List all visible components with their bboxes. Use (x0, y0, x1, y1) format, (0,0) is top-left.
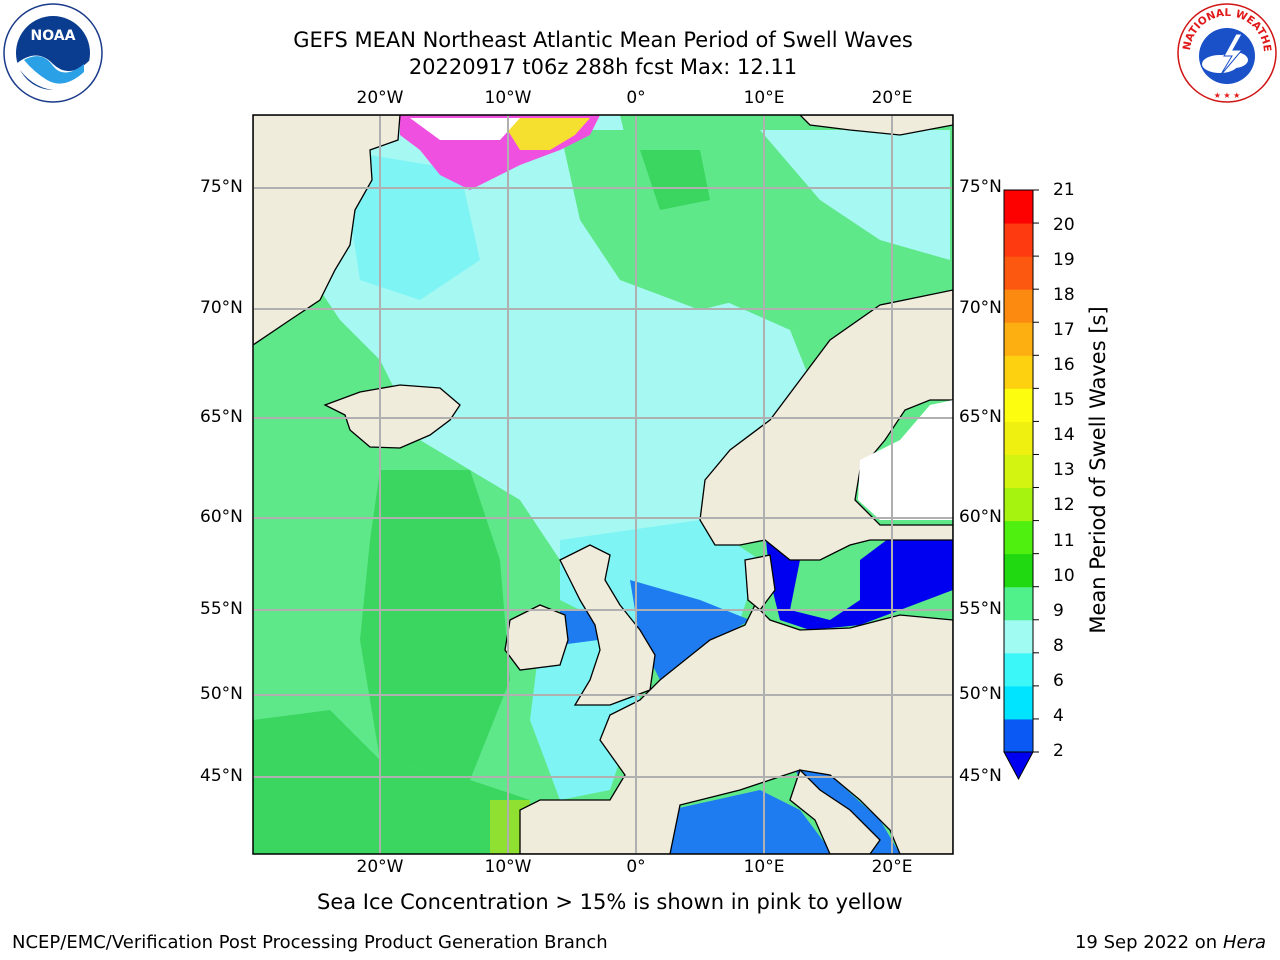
lat-label-left: 45°N (200, 766, 243, 786)
colorbar-tick-label: 19 (1053, 250, 1075, 270)
colorbar-swatch (1004, 718, 1033, 753)
colorbar-tick-label: 10 (1053, 566, 1075, 586)
nws-logo: NATIONAL WEATHER SERVICE ★ ★ ★ (1176, 2, 1277, 103)
swell-field-10-11s-north (640, 150, 710, 210)
colorbar-swatch (1004, 289, 1033, 323)
lon-label-bottom: 10°W (484, 857, 532, 877)
lat-label-right: 65°N (959, 407, 1002, 427)
swell-field-10-11s-south (253, 710, 530, 854)
colorbar-tick-label: 12 (1053, 495, 1075, 515)
svg-text:★ ★ ★: ★ ★ ★ (1214, 91, 1241, 100)
greenland (253, 115, 401, 346)
denmark (744, 554, 776, 611)
colorbar-tick-label: 4 (1053, 706, 1064, 726)
great-britain (559, 544, 656, 706)
colorbar-swatch (1004, 454, 1033, 489)
continental-europe (519, 603, 953, 854)
graticule (253, 115, 953, 854)
footer-date: 19 Sep 2022 on Hera (1075, 932, 1266, 953)
lat-label-right: 50°N (959, 684, 1002, 704)
lat-label-left: 60°N (200, 507, 243, 527)
lon-label-top: 0° (626, 88, 646, 108)
barents-light (760, 130, 950, 260)
chart-title: GEFS MEAN Northeast Atlantic Mean Period… (293, 28, 913, 52)
colorbar-swatch (1004, 322, 1033, 356)
colorbar-swatch (1004, 487, 1033, 522)
noaa-logo: NOAA (3, 3, 103, 103)
sea-ice-caption-text: Sea Ice Concentration > 15% is shown in … (317, 890, 903, 914)
colorbar-tick-label: 13 (1053, 460, 1075, 480)
lat-label-right: 45°N (959, 766, 1002, 786)
italy (789, 768, 881, 854)
lon-label-bottom: 20°E (871, 857, 913, 877)
map-frame (252, 114, 954, 855)
lat-label-left: 55°N (200, 599, 243, 619)
colorbar-swatch (1004, 388, 1033, 422)
iceland (323, 384, 461, 449)
svalbard (799, 115, 953, 136)
chart-subtitle: 20220917 t06z 288h fcst Max: 12.11 (408, 55, 798, 79)
irish-sea-blue (560, 610, 600, 645)
lon-label-top: 20°E (871, 88, 913, 108)
sea-ice-caption: Sea Ice Concentration > 15% is shown in … (253, 890, 1028, 914)
lat-label-left: 50°N (200, 684, 243, 704)
lon-label-top: 10°E (743, 88, 785, 108)
map-area (253, 115, 953, 854)
lat-label-left: 70°N (200, 298, 243, 318)
southern-north-sea-blue (630, 580, 750, 680)
colorbar-swatch (1004, 190, 1033, 224)
colorbar-extend-arrow (1003, 751, 1034, 781)
colorbar (1003, 189, 1039, 781)
baltic-sea (765, 530, 953, 630)
unplotted-land-region (858, 400, 953, 520)
colorbar-title: Mean Period of Swell Waves [s] (1086, 306, 1110, 634)
colorbar-tick-label: 14 (1053, 425, 1075, 445)
colorbar-tick-label: 6 (1053, 671, 1064, 691)
colorbar-frame (1003, 189, 1034, 753)
noaa-logo-text: NOAA (31, 28, 76, 44)
sea-ice-unplotted (410, 118, 520, 140)
lat-label-left: 65°N (200, 407, 243, 427)
lat-label-right: 70°N (959, 298, 1002, 318)
swell-field-10-11s-atlantic (360, 470, 510, 780)
swell-field-9-10s-north (560, 130, 800, 310)
colorbar-tick-label: 21 (1053, 180, 1075, 200)
colorbar-swatch (1004, 520, 1033, 555)
colorbar-tick-label: 11 (1053, 531, 1075, 551)
colorbar-swatch (1004, 553, 1033, 588)
footer-host: Hera (1222, 932, 1266, 953)
colorbar-swatch (1004, 652, 1033, 687)
colorbar-tick-label: 17 (1053, 320, 1075, 340)
lat-label-right: 55°N (959, 599, 1002, 619)
mediterranean-west (670, 790, 830, 854)
colorbar-tick-label: 16 (1053, 355, 1075, 375)
sea-ice-yellow (500, 118, 590, 150)
lat-label-right: 75°N (959, 177, 1002, 197)
colorbar-swatch (1004, 355, 1033, 389)
colorbar-swatch (1004, 619, 1033, 654)
lon-label-top: 10°W (484, 88, 532, 108)
footer-credit: NCEP/EMC/Verification Post Processing Pr… (12, 932, 608, 953)
colorbar-tick-label: 18 (1053, 285, 1075, 305)
colorbar-tick-label: 20 (1053, 215, 1075, 235)
lat-label-right: 60°N (959, 507, 1002, 527)
colorbar-swatch (1004, 223, 1033, 257)
lon-label-bottom: 0° (626, 857, 646, 877)
footer-date-text: 19 Sep 2022 on (1074, 932, 1218, 953)
colorbar-tick-label: 8 (1053, 636, 1064, 656)
colorbar-swatch (1004, 421, 1033, 455)
colorbar-tick-label: 15 (1053, 390, 1075, 410)
colorbar-swatch (1004, 685, 1033, 720)
colorbar-swatch (1004, 256, 1033, 290)
lon-label-top: 20°W (356, 88, 404, 108)
lat-label-left: 75°N (200, 177, 243, 197)
lon-label-bottom: 20°W (356, 857, 404, 877)
lon-label-bottom: 10°E (743, 857, 785, 877)
colorbar-tick-label: 2 (1053, 741, 1064, 761)
colorbar-tick-label: 9 (1053, 601, 1064, 621)
colorbar-swatch (1004, 586, 1033, 621)
